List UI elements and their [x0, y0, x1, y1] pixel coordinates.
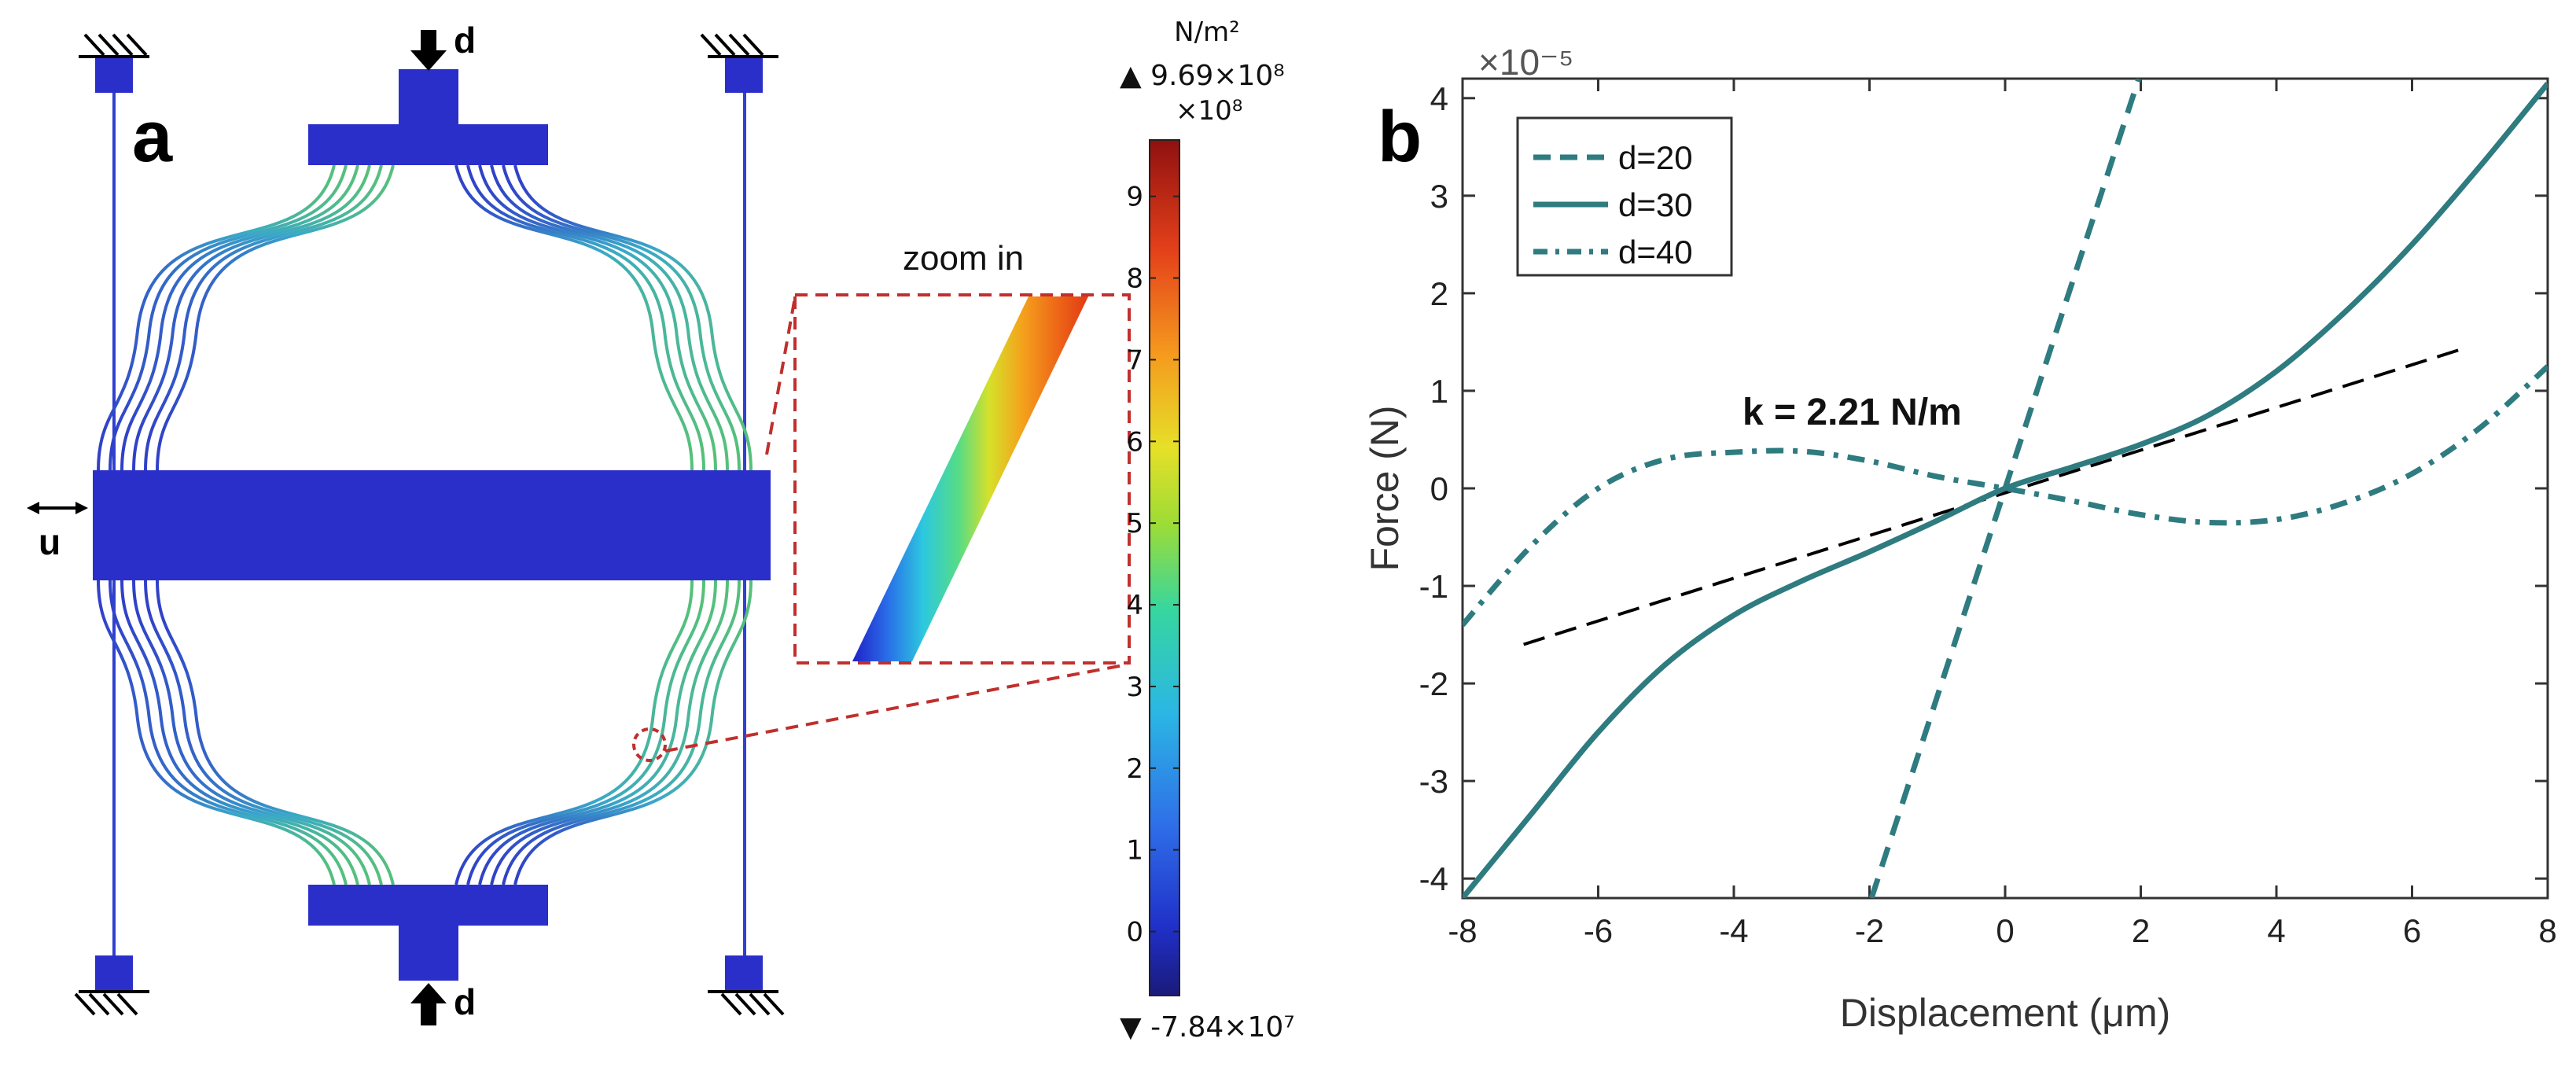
colorbar-max: ▲ 9.69×10⁸ [1120, 60, 1285, 92]
x-tick-label: -6 [1584, 912, 1613, 949]
spring-beams [97, 164, 753, 885]
x-tick-label: 8 [2538, 912, 2556, 949]
x-tick-label: -4 [1719, 912, 1748, 949]
colorbar-tick-label: 9 [1126, 182, 1143, 213]
y-tick-label: 0 [1430, 470, 1448, 507]
colorbar-unit: N/m² [1174, 17, 1240, 48]
colorbar-tick-label: 0 [1126, 917, 1143, 948]
panel-a-label: a [132, 97, 173, 177]
colorbar-tick-label: 3 [1126, 672, 1143, 703]
colorbar-tick-label: 4 [1126, 590, 1143, 621]
legend-box [1516, 116, 1733, 277]
y-tick-label: 1 [1430, 373, 1448, 410]
series-line-d=30 [1463, 81, 2548, 898]
y-tick-label: -4 [1419, 860, 1448, 897]
top-stem [399, 69, 458, 126]
y-tick-label: -1 [1419, 568, 1448, 605]
ground-top-right [700, 33, 778, 58]
ground-top-left [79, 33, 149, 58]
top-bar [308, 124, 548, 165]
anchor-bottom-right [725, 955, 763, 992]
panel-b-label: b [1378, 97, 1422, 177]
y-axis-label: Force (N) [1363, 405, 1407, 571]
colorbar-min: ▼ -7.84×10⁷ [1120, 1011, 1295, 1044]
colorbar-tick-label: 5 [1126, 508, 1143, 539]
colorbar-tick-label: 6 [1126, 426, 1143, 458]
x-tick-label: 4 [2267, 912, 2285, 949]
arrow-left-label: u [39, 521, 61, 562]
zoom-line-bottom [664, 663, 1128, 753]
colorbar-tick-label: 2 [1126, 753, 1143, 785]
ground-bottom-left [74, 990, 149, 1016]
bottom-stem [399, 924, 458, 981]
colorbar-tick-label: 7 [1126, 344, 1143, 376]
colorbar-tick-label: 1 [1126, 835, 1143, 867]
y-tick-label: 4 [1430, 80, 1448, 117]
anchor-bottom-left [95, 955, 133, 992]
anchor-top-left [95, 57, 133, 93]
panel-b: b ×10⁻⁵ -8 -6 -4 -2 0 2 4 6 8 -4 -3 -2 -1 0 1 2 3 4 k = 2… [1363, 42, 2557, 1035]
spring-group-top-left [97, 164, 395, 471]
series-line-d=40 [1463, 364, 2548, 627]
arrow-bottom [410, 983, 447, 1025]
panel-a: a [27, 17, 1295, 1044]
ground-bottom-right [708, 990, 785, 1016]
arrow-top-label: d [454, 20, 476, 61]
anchor-top-right [725, 57, 763, 93]
y-tick-label: 2 [1430, 275, 1448, 312]
colorbar-scale: ×10⁸ [1176, 95, 1242, 127]
series-layer [1463, 79, 2548, 898]
zoom-label: zoom in [903, 239, 1024, 278]
x-tick-label: -8 [1448, 912, 1477, 949]
arrow-top [410, 30, 447, 71]
zoom-line-top [765, 296, 797, 455]
legend-label: d=30 [1618, 186, 1693, 223]
x-tick-label: 6 [2403, 912, 2421, 949]
spring-group-bottom-left [97, 580, 395, 885]
central-shuttle [93, 470, 771, 580]
x-tick-label: 0 [1996, 912, 2014, 949]
zoom-beam [852, 296, 1088, 661]
zoom-target-circle [632, 727, 667, 762]
slope-annotation: k = 2.21 N/m [1742, 392, 1962, 433]
colorbar-tick-label: 8 [1126, 263, 1143, 295]
y-tick-label: -3 [1419, 763, 1448, 800]
x-tick-label: 2 [2132, 912, 2150, 949]
legend-label: d=20 [1618, 139, 1693, 176]
legend: d=20 d=30 d=40 [1516, 116, 1733, 277]
arrow-bottom-label: d [454, 981, 476, 1022]
colorbar-ticks: 0 1 2 3 4 5 6 7 8 9 [1126, 182, 1179, 948]
colorbar: N/m² ▲ 9.69×10⁸ ×10⁸ ▼ -7.84×10⁷ 0 1 2 3 4 5 6… [1120, 17, 1295, 1044]
spring-group-top-right [454, 164, 753, 471]
y-multiplier: ×10⁻⁵ [1478, 42, 1573, 83]
arrow-left [27, 502, 88, 514]
x-tick-label: -2 [1855, 912, 1884, 949]
bottom-bar [308, 885, 548, 926]
y-tick-label: -2 [1419, 665, 1448, 702]
x-axis-label: Displacement (μm) [1840, 991, 2171, 1035]
colorbar-gradient [1149, 139, 1180, 996]
legend-label: d=40 [1618, 234, 1693, 271]
y-tick-label: 3 [1430, 178, 1448, 215]
spring-group-bottom-right [454, 580, 753, 885]
axis-ticks: -8 -6 -4 -2 0 2 4 6 8 -4 -3 -2 -1 0 1 2 3 4 [1419, 79, 2557, 949]
